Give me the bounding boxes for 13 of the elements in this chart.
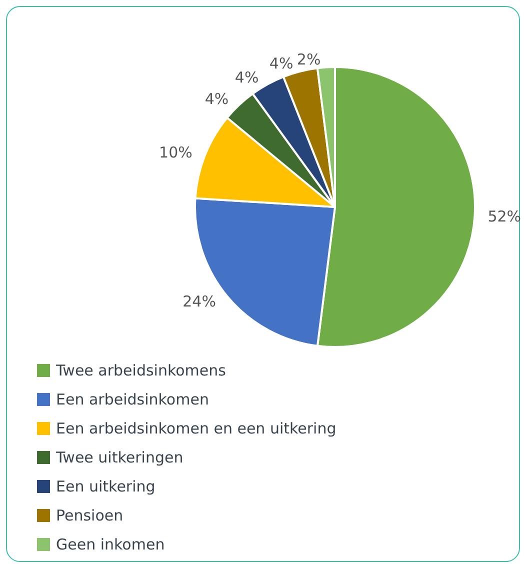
legend-label: Geen inkomen xyxy=(56,536,165,554)
legend-label: Pensioen xyxy=(56,506,124,524)
data-label: 4% xyxy=(204,90,229,108)
legend-label: Twee arbeidsinkomens xyxy=(55,362,226,380)
data-label: 2% xyxy=(296,50,321,68)
legend-label: Een uitkering xyxy=(56,478,156,496)
data-label: 4% xyxy=(269,54,294,73)
data-label: 4% xyxy=(234,68,259,86)
data-label: 24% xyxy=(182,292,216,310)
legend-label: Een arbeidsinkomen xyxy=(56,390,209,408)
data-label: 10% xyxy=(159,144,192,162)
legend-label: Twee uitkeringen xyxy=(55,448,184,466)
legend-label: Een arbeidsinkomen en een uitkering xyxy=(56,420,336,438)
